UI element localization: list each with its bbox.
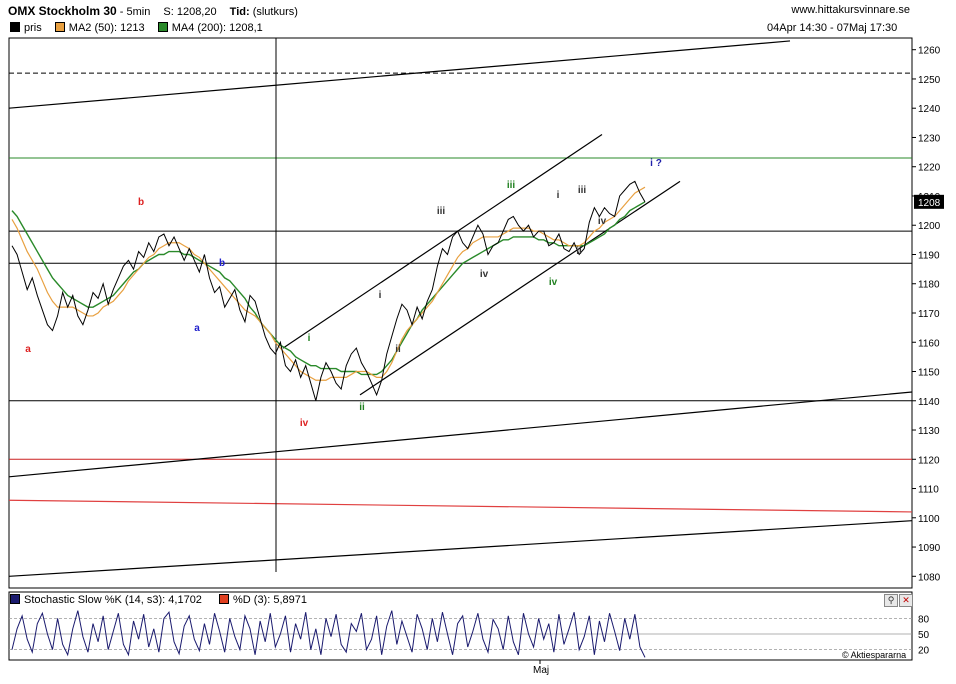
channel-upper-line — [282, 134, 603, 349]
legend-item-stochastic-k: Stochastic Slow %K (14, s3): 4,1702 — [10, 594, 202, 606]
y-tick-label: 1260 — [918, 46, 941, 57]
ma200-swatch — [157, 22, 168, 32]
legend-ma50-label: MA2 (50): 1213 — [68, 22, 145, 34]
stochastic-d-swatch — [219, 594, 229, 604]
y-tick-label: 1150 — [918, 368, 940, 379]
last-price-badge-label: 1208 — [918, 198, 941, 209]
wave-label: i — [557, 190, 560, 201]
x-axis-label: Maj — [533, 665, 550, 676]
date-range: 04Apr 14:30 - 07Maj 17:30 — [767, 22, 898, 34]
wave-label: ii — [395, 344, 401, 355]
wave-label: a — [25, 344, 31, 355]
wave-label: iv — [549, 277, 558, 288]
time-mode-label: (slutkurs) — [252, 6, 298, 18]
stochastic-tick-label: 80 — [918, 614, 930, 625]
stochastic-tick-label: 20 — [918, 646, 930, 657]
wave-label: iv — [598, 216, 607, 227]
wave-label: i ? — [650, 158, 662, 169]
lower-trend-line — [8, 520, 913, 577]
y-tick-label: 1180 — [918, 280, 940, 291]
legend-stochastic-k-label: Stochastic Slow %K (14, s3): 4,1702 — [24, 594, 202, 606]
wave-label: i — [379, 290, 382, 301]
wave-label: iii — [437, 206, 446, 217]
site-link[interactable]: www.hittakursvinnare.se — [791, 4, 910, 16]
stochastic-tick-label: 50 — [918, 630, 930, 641]
wave-label: iii — [578, 185, 587, 196]
legend-price-label: pris — [24, 22, 42, 34]
stochastic-k-line — [11, 610, 646, 658]
stochastic-panel-frame — [8, 591, 913, 661]
price-legend: pris MA2 (50): 1213 MA4 (200): 1208,1 — [10, 22, 273, 36]
ma200-line — [11, 201, 646, 376]
wave-label: iii — [507, 180, 516, 191]
y-tick-label: 1140 — [918, 397, 940, 408]
close-icon[interactable]: ✕ — [899, 594, 913, 607]
credit-label: © Aktiespararna — [842, 650, 907, 660]
y-tick-label: 1250 — [918, 75, 941, 86]
wave-label: b — [219, 258, 225, 269]
wave-label: i — [308, 333, 311, 344]
wave-label: ii — [359, 402, 365, 413]
wave-label: ii — [576, 246, 582, 257]
legend-item-ma50: MA2 (50): 1213 — [54, 22, 145, 34]
y-tick-label: 1240 — [918, 104, 941, 115]
wave-label: a — [194, 323, 200, 334]
legend-item-ma200: MA4 (200): 1208,1 — [157, 22, 263, 34]
last-price-label: S: 1208,20 — [163, 6, 217, 18]
legend-item-price: pris — [10, 22, 42, 34]
price-line — [11, 180, 646, 401]
time-label: Tid: — [229, 6, 250, 18]
y-tick-label: 1170 — [918, 309, 940, 320]
wave-label: iv — [300, 418, 309, 429]
legend-stochastic-d-label: %D (3): 5,8971 — [233, 594, 307, 606]
upper-trend-line — [8, 40, 791, 109]
channel-lower-line — [359, 180, 681, 396]
middle-trend-line — [8, 391, 913, 478]
ma50-swatch — [54, 22, 65, 32]
y-tick-label: 1100 — [918, 514, 940, 525]
chart-header: OMX Stockholm 30 - 5min S: 1208,20 Tid: … — [8, 4, 910, 18]
y-tick-label: 1090 — [918, 543, 941, 554]
interval-label: - 5min — [119, 6, 151, 18]
y-tick-label: 1080 — [918, 572, 941, 583]
chart-title: OMX Stockholm 30 — [8, 4, 117, 18]
stochastic-legend: Stochastic Slow %K (14, s3): 4,1702 %D (… — [10, 594, 321, 608]
stochastic-k-swatch — [10, 594, 20, 604]
y-tick-label: 1160 — [918, 338, 940, 349]
zoom-icon[interactable]: ⚲ — [884, 594, 898, 607]
wave-label: b — [138, 197, 144, 208]
y-tick-label: 1230 — [918, 133, 941, 144]
y-tick-label: 1220 — [918, 163, 941, 174]
y-tick-label: 1130 — [918, 426, 940, 437]
red-trend-line — [8, 499, 913, 513]
y-tick-label: 1190 — [918, 250, 940, 261]
y-tick-label: 1110 — [918, 485, 939, 496]
last-price-badge — [914, 194, 944, 209]
y-tick-label: 1120 — [918, 455, 940, 466]
legend-item-stochastic-d: %D (3): 5,8971 — [219, 594, 307, 606]
legend-ma200-label: MA4 (200): 1208,1 — [171, 22, 263, 34]
wave-label: iv — [480, 269, 489, 280]
price-swatch — [10, 22, 20, 32]
panel-buttons: ⚲ ✕ — [883, 594, 913, 607]
y-tick-label: 1200 — [918, 221, 941, 232]
